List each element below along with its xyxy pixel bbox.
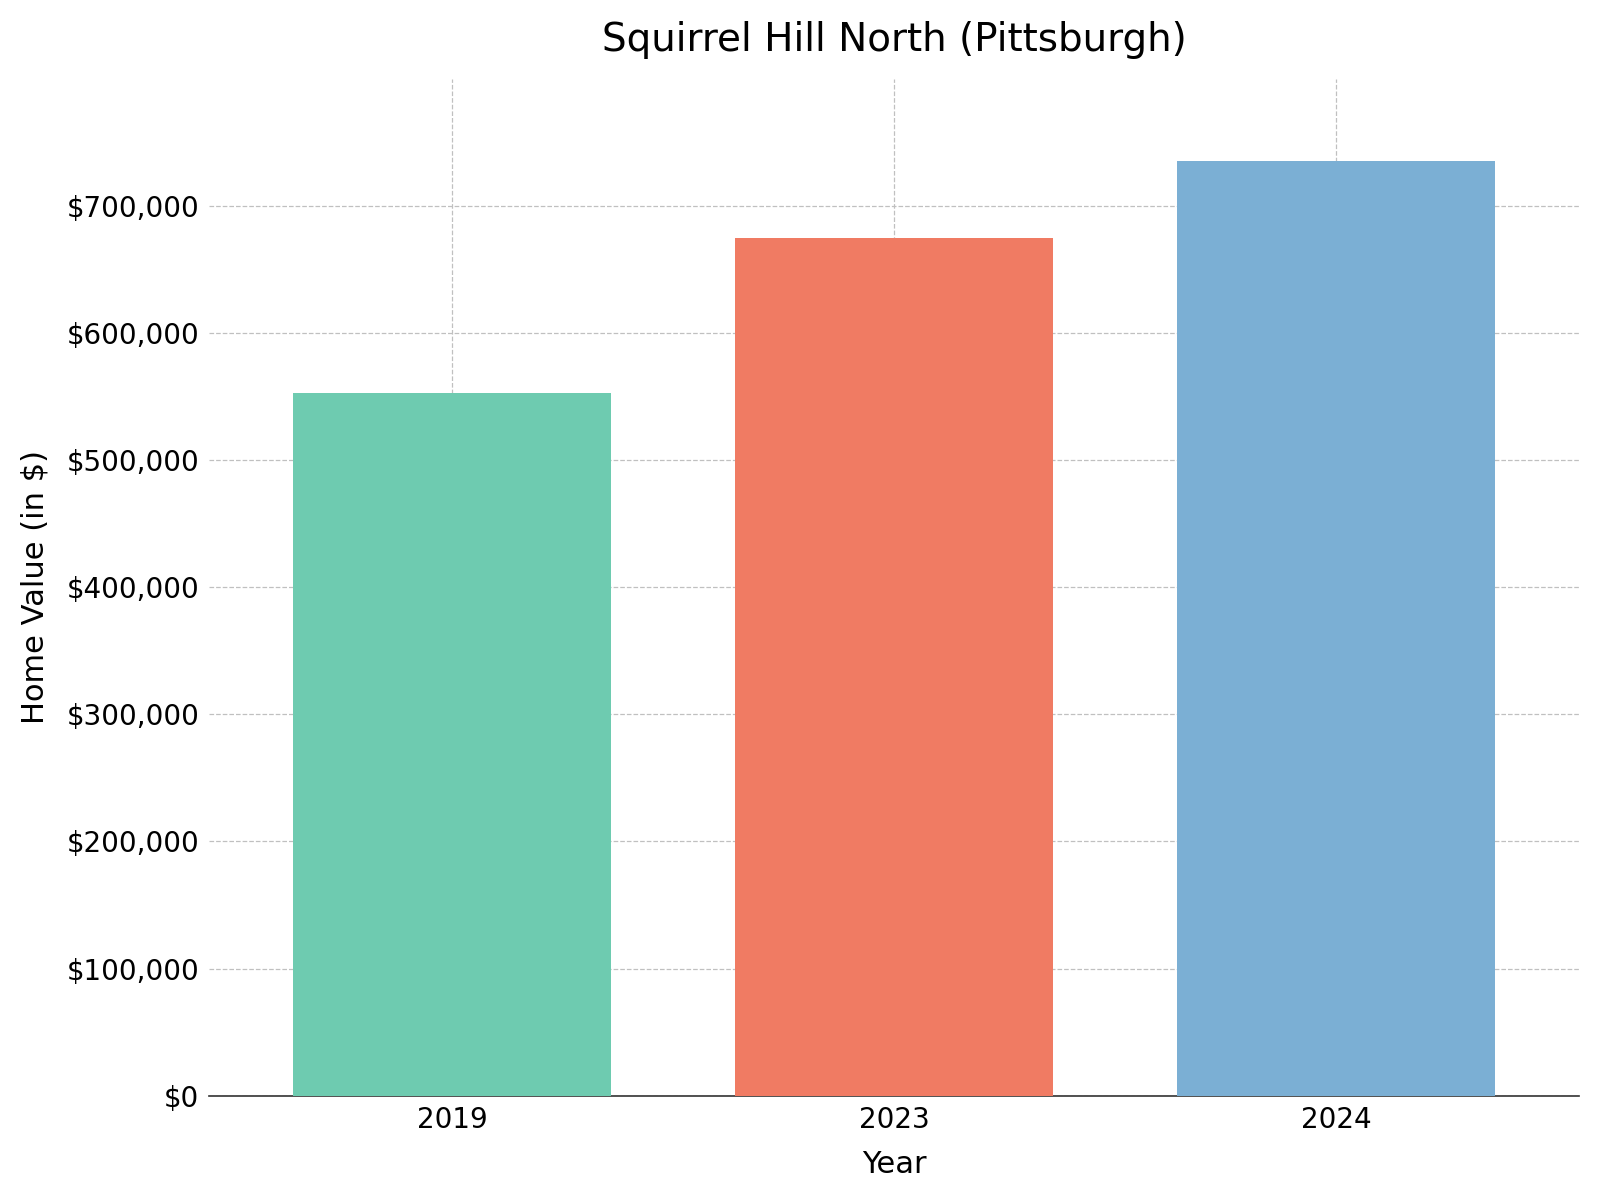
Y-axis label: Home Value (in $): Home Value (in $) [21,450,50,724]
Bar [1178,161,1494,1096]
Bar [734,238,1053,1096]
X-axis label: Year: Year [862,1150,926,1180]
Bar [293,392,611,1096]
Title: Squirrel Hill North (Pittsburgh): Squirrel Hill North (Pittsburgh) [602,20,1187,59]
